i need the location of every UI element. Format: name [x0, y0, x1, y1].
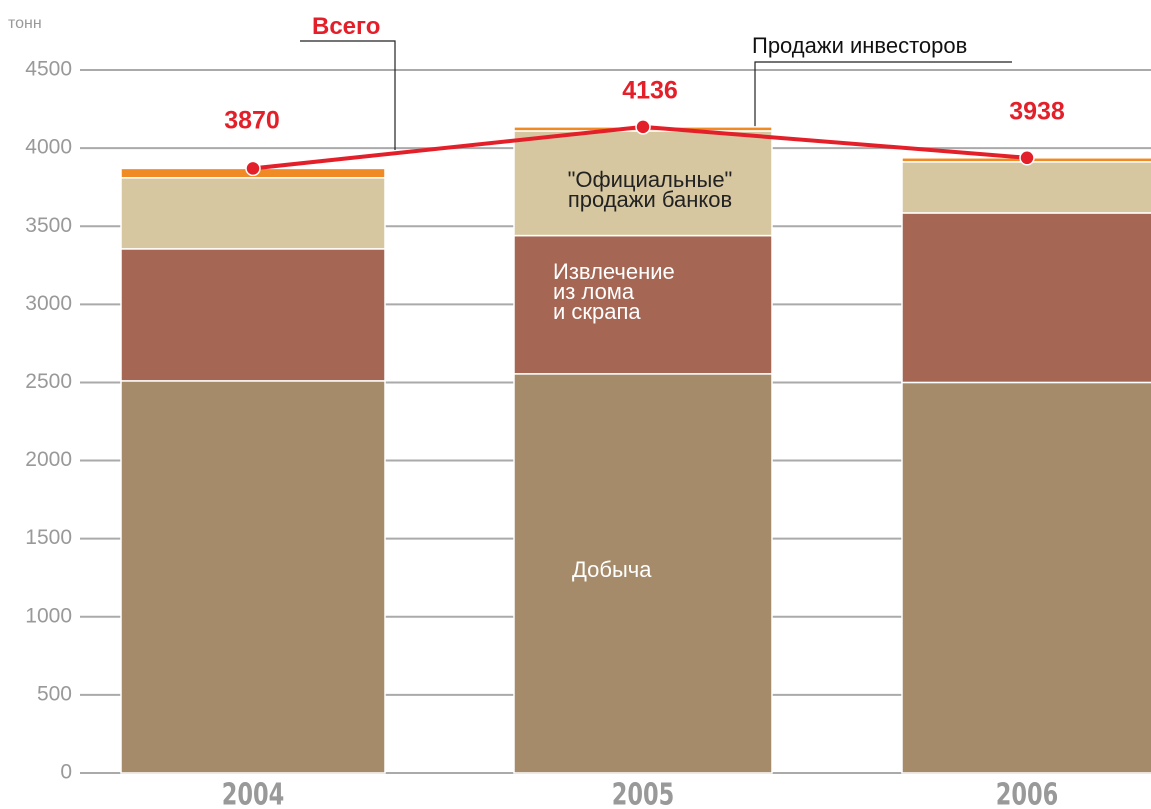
bar-segment [513, 130, 773, 237]
y-tick-label: 0 [60, 761, 72, 784]
y-tick-label: 4500 [25, 58, 72, 81]
y-tick-label: 1000 [25, 604, 72, 627]
total-point [1019, 150, 1035, 166]
series-label: Извлечение из лома и скрапа [553, 259, 675, 324]
leader-line [754, 61, 1012, 128]
total-point [635, 119, 651, 135]
y-tick-label: 2000 [25, 448, 72, 471]
bar-segment [120, 177, 386, 250]
value-label: 3938 [1009, 98, 1065, 126]
y-axis-label: тонн [8, 15, 42, 32]
bar-segment [513, 373, 773, 774]
series-label: Добыча [572, 557, 652, 582]
y-tick-label: 2500 [25, 370, 72, 393]
total-label: Всего [312, 13, 381, 40]
y-tick-label: 4000 [25, 136, 72, 159]
bar-segment [901, 381, 1151, 774]
value-label: 4136 [622, 77, 678, 105]
bar-segment [120, 380, 386, 774]
series-label: Продажи инвесторов [752, 33, 968, 58]
series-label: "Официальные" продажи банков [567, 167, 733, 212]
y-tick-label: 500 [37, 682, 72, 705]
leader-line [300, 40, 396, 150]
x-tick-label: 2004 [222, 777, 285, 809]
y-tick-label: 1500 [25, 526, 72, 549]
bar-segment [901, 212, 1151, 384]
total-point [245, 160, 261, 177]
bar-segment [901, 161, 1151, 214]
y-tick-label: 3000 [25, 292, 72, 315]
y-tick-label: 3500 [25, 214, 72, 237]
x-tick-label: 2005 [612, 777, 675, 809]
bar-segment [120, 248, 386, 382]
bar-segment [513, 234, 773, 375]
value-label: 3870 [224, 107, 280, 135]
x-tick-label: 2006 [996, 777, 1059, 809]
